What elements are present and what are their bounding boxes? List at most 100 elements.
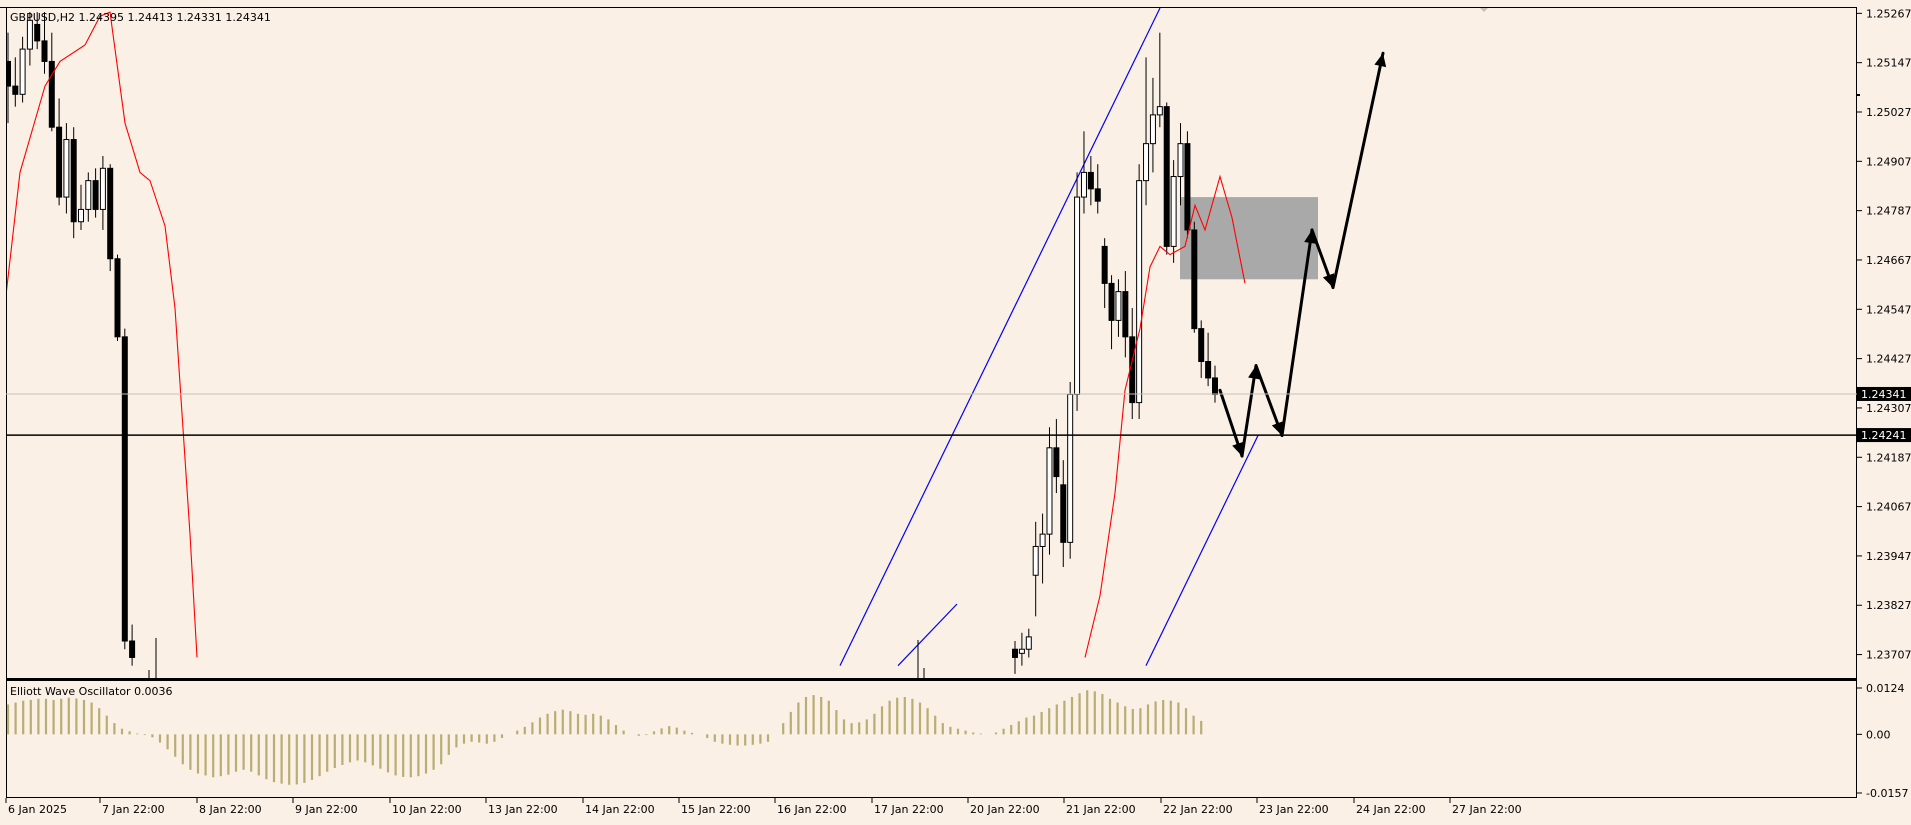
projection-arrowhead bbox=[1322, 273, 1335, 288]
trend-line bbox=[839, 8, 1161, 666]
candle-body bbox=[1205, 360, 1212, 379]
x-tick-label: 24 Jan 22:00 bbox=[1356, 803, 1426, 816]
candle-body bbox=[1122, 291, 1129, 338]
y-tick-label: 1.24547 bbox=[1866, 303, 1911, 316]
trend-line bbox=[1145, 435, 1259, 666]
candle-body bbox=[1087, 171, 1094, 190]
candle-body bbox=[1149, 114, 1156, 145]
candle-body bbox=[107, 167, 114, 260]
candle-body bbox=[26, 19, 33, 50]
projection-arrowhead bbox=[1304, 229, 1317, 244]
candle-body bbox=[1191, 229, 1198, 330]
projection-layer bbox=[1218, 51, 1387, 458]
x-tick-label: 23 Jan 22:00 bbox=[1259, 803, 1329, 816]
candle-body bbox=[1094, 188, 1101, 202]
y-tick-label: 1.24427 bbox=[1866, 353, 1911, 366]
y-tick-label: 1.23827 bbox=[1866, 599, 1911, 612]
candle-body bbox=[1012, 648, 1018, 658]
x-tick-label: 27 Jan 22:00 bbox=[1452, 803, 1522, 816]
osc-y-tick-label: 0.00 bbox=[1866, 728, 1891, 741]
oscillator-frame bbox=[6, 680, 1857, 798]
candle-body bbox=[1101, 245, 1108, 284]
candle-body bbox=[70, 139, 77, 223]
y-tick-label: 1.25147 bbox=[1866, 57, 1911, 70]
ma-layer bbox=[7, 11, 1246, 658]
candle-body bbox=[121, 336, 128, 642]
candle-body bbox=[1060, 484, 1067, 543]
candle-body bbox=[1039, 533, 1046, 547]
osc-y-tick-label: 0.0124 bbox=[1866, 682, 1905, 695]
candle-body bbox=[1067, 393, 1074, 543]
x-tick-label: 6 Jan 2025 bbox=[8, 803, 67, 816]
candle-body bbox=[1025, 636, 1032, 650]
candle-body bbox=[1163, 106, 1170, 247]
projection-arrowhead bbox=[1232, 441, 1244, 457]
moving-average-line bbox=[7, 11, 198, 658]
trend-line bbox=[897, 603, 958, 667]
candle-body bbox=[85, 180, 92, 210]
y-tick-label: 1.24667 bbox=[1866, 254, 1911, 267]
trendline-layer bbox=[839, 8, 1259, 667]
x-axis-layer: 6 Jan 2025 7 Jan 22:00 8 Jan 22:00 9 Jan 22… bbox=[5, 798, 1522, 816]
candle-body bbox=[1170, 176, 1177, 247]
candle-body bbox=[7, 60, 11, 87]
candle-body bbox=[1184, 143, 1191, 231]
candle-body bbox=[19, 48, 26, 95]
y-tick-label: 1.23947 bbox=[1866, 550, 1911, 563]
x-tick-label: 17 Jan 22:00 bbox=[874, 803, 944, 816]
zone-layer bbox=[1180, 197, 1318, 280]
x-tick-label: 9 Jan 22:00 bbox=[295, 803, 358, 816]
y-tick-label: 1.24187 bbox=[1866, 451, 1911, 464]
candle-body bbox=[1177, 143, 1184, 178]
candle-body bbox=[1108, 282, 1115, 321]
candle-body bbox=[1046, 447, 1053, 535]
candle-body bbox=[41, 40, 48, 62]
candle-body bbox=[56, 126, 63, 198]
hline-layer: 1.24341 1.24241 bbox=[6, 8, 1911, 443]
y-tick-label: 1.24787 bbox=[1866, 205, 1911, 218]
x-tick-label: 10 Jan 22:00 bbox=[392, 803, 462, 816]
x-tick-label: 20 Jan 22:00 bbox=[970, 803, 1040, 816]
candle-body bbox=[114, 258, 121, 338]
osc-y-tick-label: -0.0157 bbox=[1866, 787, 1908, 800]
support-price-label: 1.24241 bbox=[1861, 429, 1907, 442]
projection-arrowhead bbox=[1271, 421, 1284, 436]
x-tick-label: 22 Jan 22:00 bbox=[1163, 803, 1233, 816]
moving-average-line bbox=[1084, 174, 1246, 658]
oscillator-layer: 0.0124 0.00 -0.0157 bbox=[6, 682, 1908, 800]
projection-arrowhead bbox=[1374, 53, 1387, 68]
x-tick-label: 7 Jan 22:00 bbox=[102, 803, 165, 816]
projection-segment bbox=[1280, 228, 1314, 437]
y-tick-label: 1.23707 bbox=[1866, 649, 1911, 662]
candle-body bbox=[1080, 171, 1087, 198]
y-tick-label: 1.25027 bbox=[1866, 106, 1911, 119]
candle-body bbox=[99, 167, 106, 210]
x-tick-label: 15 Jan 22:00 bbox=[681, 803, 751, 816]
candle-body bbox=[1136, 180, 1143, 404]
support-price-tag bbox=[1857, 428, 1911, 443]
candle-body bbox=[78, 208, 84, 223]
supply-zone bbox=[1180, 197, 1318, 280]
axis-layer: 1.25267 1.25147 1.25027 1.24907 1.24787 1.246… bbox=[1857, 7, 1911, 662]
candle-body bbox=[12, 85, 19, 95]
candle-layer bbox=[7, 12, 1218, 678]
candle-body bbox=[1018, 648, 1025, 654]
y-tick-label: 1.25267 bbox=[1866, 7, 1911, 20]
candle-body bbox=[1143, 143, 1150, 182]
candle-body bbox=[1074, 196, 1081, 395]
symbol-info: GBPUSD,H2 1.24395 1.24413 1.24331 1.2434… bbox=[10, 11, 271, 24]
candle-body bbox=[1212, 377, 1218, 395]
x-tick-label: 14 Jan 22:00 bbox=[585, 803, 655, 816]
candle-body bbox=[48, 60, 55, 128]
indicator-label: Elliott Wave Oscillator 0.0036 bbox=[10, 685, 173, 698]
current-price-tag bbox=[1857, 386, 1911, 401]
x-tick-label: 21 Jan 22:00 bbox=[1066, 803, 1136, 816]
y-tick-label: 1.24067 bbox=[1866, 501, 1911, 514]
y-tick-label: 1.24907 bbox=[1866, 155, 1911, 168]
candle-body bbox=[1032, 545, 1039, 576]
candle-body bbox=[129, 640, 136, 658]
candle-body bbox=[92, 180, 99, 210]
